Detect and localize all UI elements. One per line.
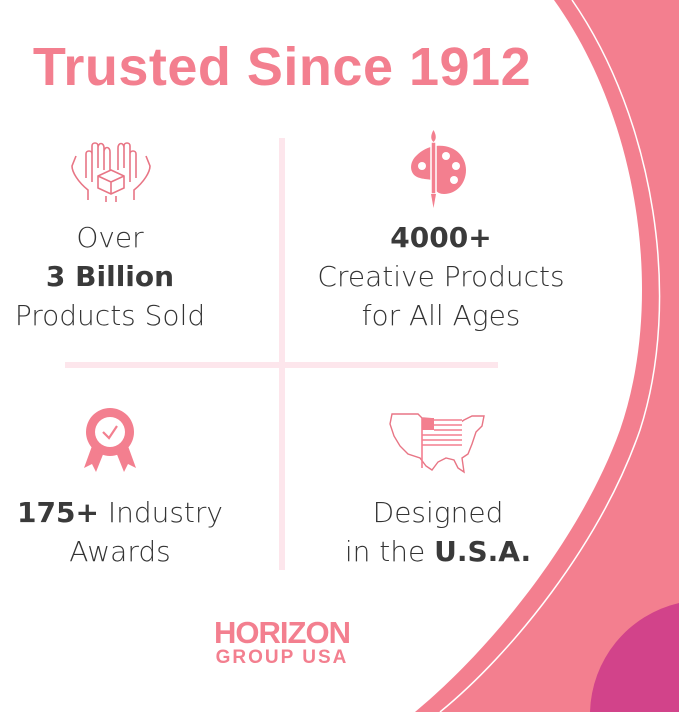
logo-line1: HORIZON — [214, 615, 351, 650]
award-ribbon-icon — [84, 408, 136, 472]
white-curve-line — [439, 0, 661, 712]
magenta-circle — [590, 603, 679, 712]
pink-wave — [415, 0, 679, 712]
logo-line2: GROUP USA — [215, 647, 349, 668]
stat-highlight: 3 Billion — [45, 260, 175, 293]
vertical-divider — [279, 138, 285, 570]
stat-text: Creative Products — [317, 260, 565, 293]
stat-designed-usa: Designed in the U.S.A. — [308, 493, 568, 571]
palette-brush-icon — [411, 130, 466, 208]
stat-industry-awards: 175+ Industry Awards — [0, 493, 250, 571]
stat-text: in the — [344, 535, 435, 568]
stat-products-sold: Over 3 Billion Products Sold — [0, 218, 230, 335]
usa-map-flag-icon — [389, 413, 485, 474]
page-title: Trusted Since 1912 — [32, 37, 532, 97]
stat-text: Awards — [69, 535, 171, 568]
stat-highlight: 4000+ — [390, 221, 492, 254]
horizon-group-logo: HORIZON GROUP USA — [180, 615, 384, 668]
stat-text: for All Ages — [361, 299, 521, 332]
stat-text: Industry — [98, 496, 223, 529]
stat-highlight: 175+ — [17, 496, 99, 529]
hands-box-icon — [71, 142, 151, 202]
stat-text: Products Sold — [14, 299, 206, 332]
stat-text: Designed — [372, 496, 504, 529]
stat-text: Over — [76, 221, 144, 254]
stat-creative-products: 4000+ Creative Products for All Ages — [281, 218, 601, 335]
horizontal-divider — [65, 362, 498, 368]
stat-highlight: U.S.A. — [434, 535, 532, 568]
